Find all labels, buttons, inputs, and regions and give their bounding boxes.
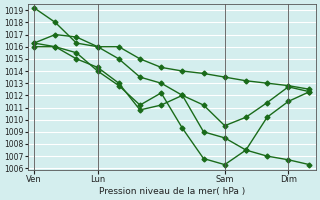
X-axis label: Pression niveau de la mer( hPa ): Pression niveau de la mer( hPa ) xyxy=(99,187,245,196)
